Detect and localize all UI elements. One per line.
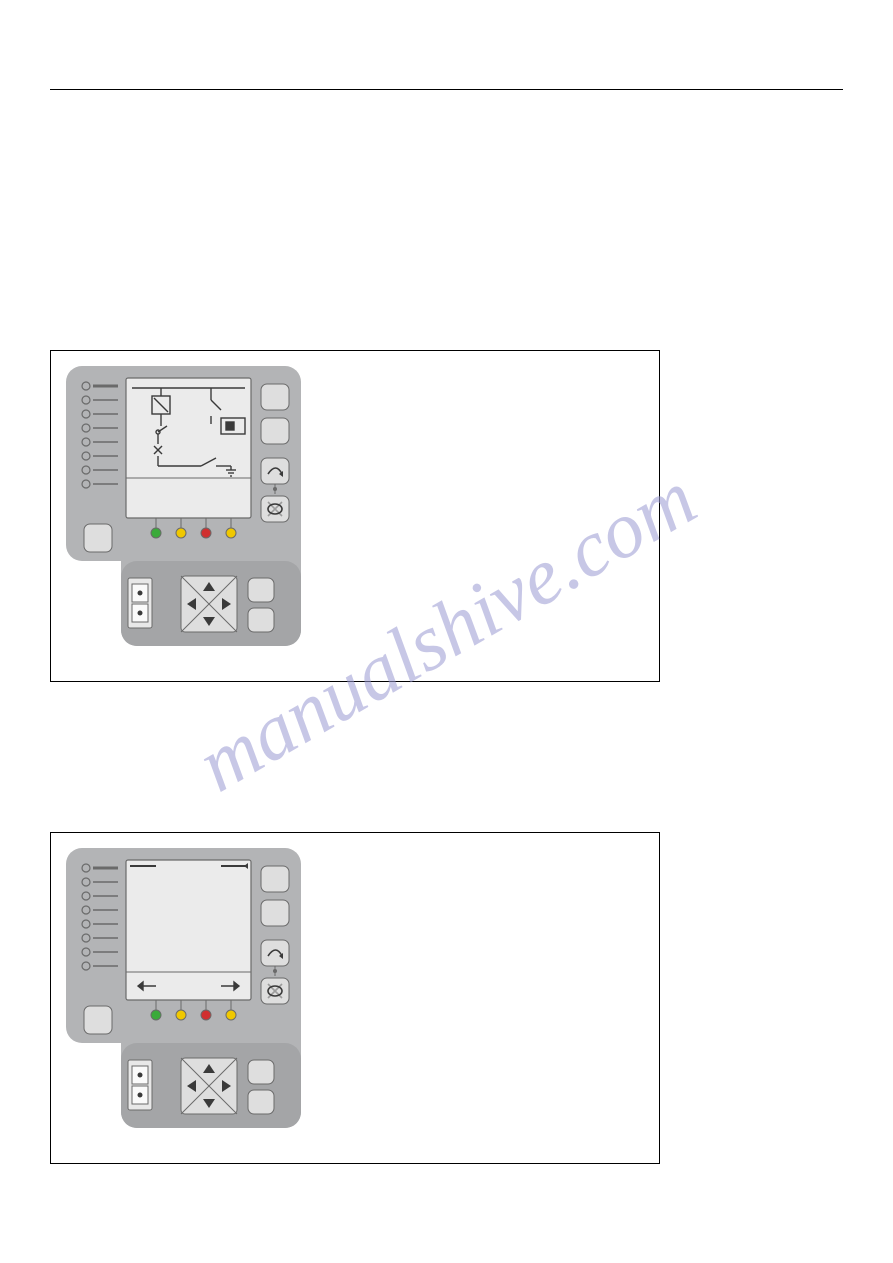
side-button-1[interactable] (261, 384, 289, 410)
status-led-green (151, 528, 161, 538)
corner-button[interactable] (84, 1006, 112, 1034)
status-led-yellow-1 (176, 528, 186, 538)
figure-panel-top (50, 350, 660, 682)
side-button-2[interactable] (261, 900, 289, 926)
device-panel-top (66, 366, 326, 666)
status-led-red (201, 1010, 211, 1020)
local-remote-switch[interactable] (128, 1060, 152, 1110)
device-screen (126, 860, 251, 1000)
lower-button-1[interactable] (248, 1060, 274, 1084)
status-led-green (151, 1010, 161, 1020)
device-screen (126, 378, 251, 518)
menu-button[interactable] (261, 496, 289, 522)
side-button-2[interactable] (261, 418, 289, 444)
status-led-yellow-2 (226, 528, 236, 538)
menu-button[interactable] (261, 978, 289, 1004)
local-remote-switch[interactable] (128, 578, 152, 628)
return-button[interactable] (261, 940, 289, 966)
status-led-red (201, 528, 211, 538)
nav-pad[interactable] (181, 576, 237, 632)
device-panel-bottom (66, 848, 326, 1148)
side-button-1[interactable] (261, 866, 289, 892)
status-led-yellow-1 (176, 1010, 186, 1020)
page-header-rule (50, 0, 843, 90)
lower-button-2[interactable] (248, 1090, 274, 1114)
corner-button[interactable] (84, 524, 112, 552)
return-button[interactable] (261, 458, 289, 484)
lower-button-2[interactable] (248, 608, 274, 632)
figure-panel-bottom (50, 832, 660, 1164)
nav-pad[interactable] (181, 1058, 237, 1114)
content-area (0, 350, 893, 1164)
status-led-yellow-2 (226, 1010, 236, 1020)
lower-button-1[interactable] (248, 578, 274, 602)
